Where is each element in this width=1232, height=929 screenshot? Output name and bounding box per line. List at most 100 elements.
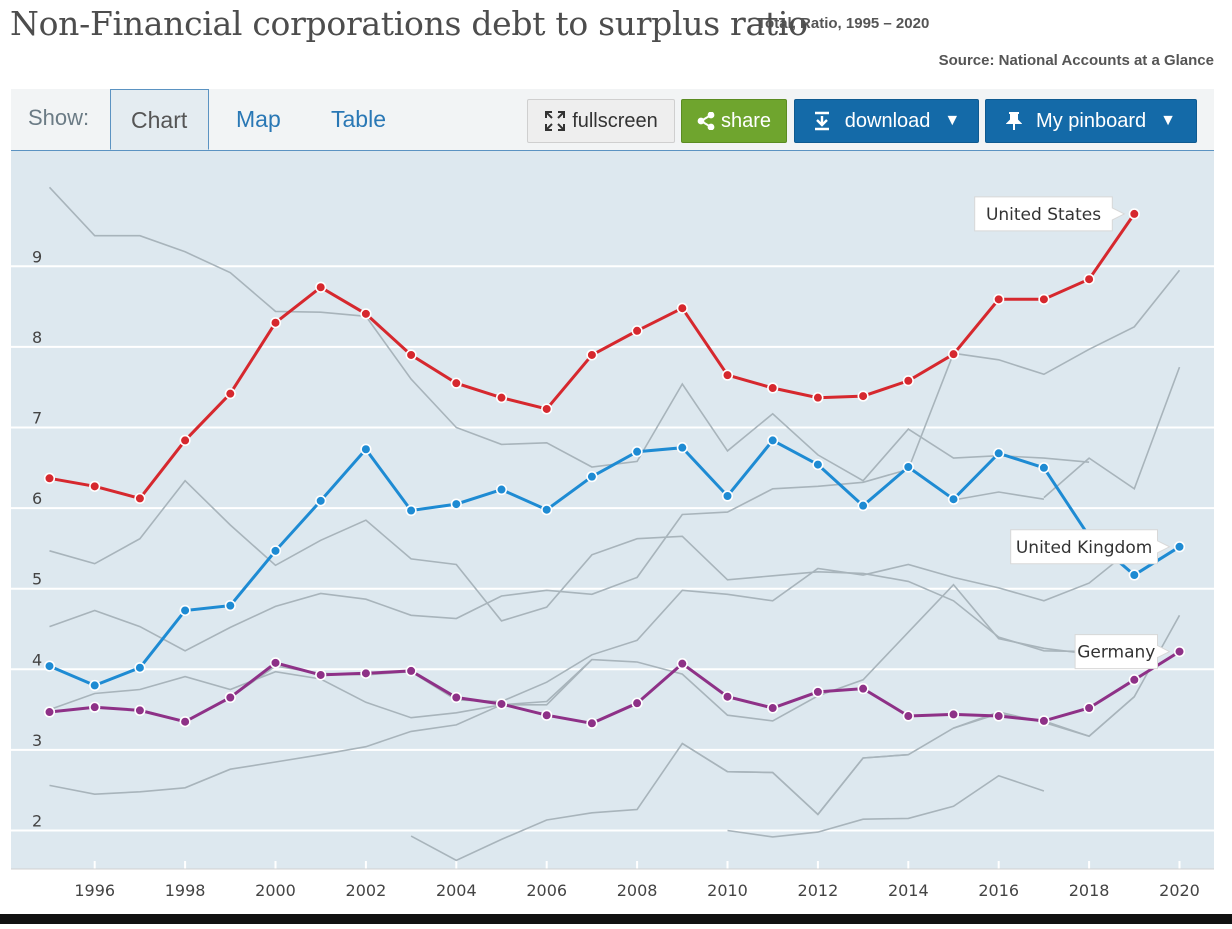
x-tick-label: 2006 [526,881,567,900]
data-point-united-states [1083,273,1095,285]
data-point-united-kingdom [947,493,960,505]
y-tick-label: 9 [32,247,42,266]
data-point-united-states [721,369,734,381]
callout-germany [1074,634,1171,670]
x-tick-label: 2014 [888,881,929,900]
tab-map[interactable]: Map [236,106,281,132]
data-point-germany [450,691,462,704]
data-point-united-kingdom [134,662,146,674]
callout-united-states [974,196,1126,232]
tab-chart[interactable]: Chart [110,89,209,150]
data-point-united-states [767,382,779,394]
share-button[interactable]: share [681,99,787,143]
x-tick-label: 2002 [346,881,387,900]
data-point-united-states [224,388,236,400]
data-point-united-kingdom [993,447,1005,459]
data-point-united-kingdom [224,600,236,612]
data-point-united-kingdom [495,483,508,496]
data-point-germany [586,717,598,729]
data-point-united-states [405,349,417,361]
pinboard-label: My pinboard [1036,109,1147,132]
expand-icon [545,111,566,131]
data-point-united-states [315,281,327,293]
show-label: Show: [28,105,90,130]
data-point-germany [360,667,372,679]
data-point-united-kingdom [541,504,553,516]
chevron-down-icon: ▼ [944,112,961,129]
series-line-other [48,186,1090,482]
download-label: download [844,109,931,132]
series-line-other [1043,366,1181,499]
x-tick-label: 2018 [1069,881,1110,900]
callout-united-kingdom [1010,529,1171,565]
data-point-united-kingdom [179,604,191,617]
data-point-germany [631,697,643,709]
data-point-united-kingdom [631,446,643,458]
data-point-germany [1083,702,1095,714]
data-point-germany [721,691,734,703]
y-tick-label: 8 [32,328,42,347]
data-point-germany [179,716,191,728]
y-tick-label: 3 [32,731,42,750]
y-tick-label: 5 [32,570,42,589]
view-toolbar: Show: Chart Map Table fullscreen share d… [11,89,1214,151]
data-point-germany [405,665,417,677]
data-point-united-kingdom [857,500,869,512]
y-tick-label: 6 [32,489,42,508]
series-line-other [49,479,1135,653]
series-line-germany [49,650,1181,725]
data-point-united-states [857,390,869,402]
download-button[interactable]: download ▼ [794,99,979,143]
bottom-edge [0,914,1232,924]
x-tick-label: 2000 [255,881,296,900]
data-point-germany [947,708,960,721]
x-tick-label: 2010 [707,881,748,900]
y-tick-label: 4 [32,650,42,669]
data-point-germany [89,701,101,713]
pinboard-button[interactable]: My pinboard ▼ [985,99,1197,143]
series-line-united-kingdom [48,438,1181,688]
data-point-united-kingdom [360,443,372,455]
fullscreen-button[interactable]: fullscreen [527,99,675,143]
fullscreen-label: fullscreen [572,109,658,132]
x-tick-label: 2020 [1159,881,1200,900]
share-label: share [720,109,772,132]
data-point-germany [1173,645,1186,658]
data-point-germany [224,691,236,704]
series-line-other [727,774,1045,838]
pin-icon [1006,112,1023,130]
x-tick-label: 2012 [798,881,839,900]
page-title: Non-Financial corporations debt to surpl… [10,4,808,43]
data-point-united-kingdom [1173,541,1186,553]
data-point-united-states [43,472,56,484]
data-point-united-kingdom [405,504,417,517]
data-point-united-kingdom [1038,462,1050,474]
data-point-germany [902,710,914,722]
data-point-united-kingdom [1128,569,1140,581]
series-line-other [410,742,909,862]
tab-table[interactable]: Table [331,106,386,132]
x-tick-label: 1998 [165,881,206,900]
data-point-united-kingdom [812,458,824,471]
data-point-germany [767,702,779,714]
data-point-germany [269,657,282,669]
data-point-united-states [541,403,553,415]
data-point-germany [1038,715,1050,727]
download-icon [814,111,829,131]
data-point-united-states [631,325,643,337]
source-label: Source: National Accounts at a Glance [938,52,1214,69]
data-point-united-kingdom [902,461,914,473]
data-point-germany [315,669,327,681]
x-tick-label: 2016 [978,881,1019,900]
callout-label-united-kingdom: United Kingdom [1016,538,1152,558]
data-point-united-states [993,293,1005,305]
data-point-germany [993,710,1005,722]
chevron-down-icon: ▼ [1160,112,1176,129]
data-point-united-states [676,302,688,314]
callout-label-germany: Germany [1077,643,1155,663]
data-point-united-states [360,308,372,320]
data-point-united-states [269,317,282,329]
data-point-united-states [450,377,462,389]
data-point-united-kingdom [721,490,734,502]
data-point-germany [676,658,688,670]
